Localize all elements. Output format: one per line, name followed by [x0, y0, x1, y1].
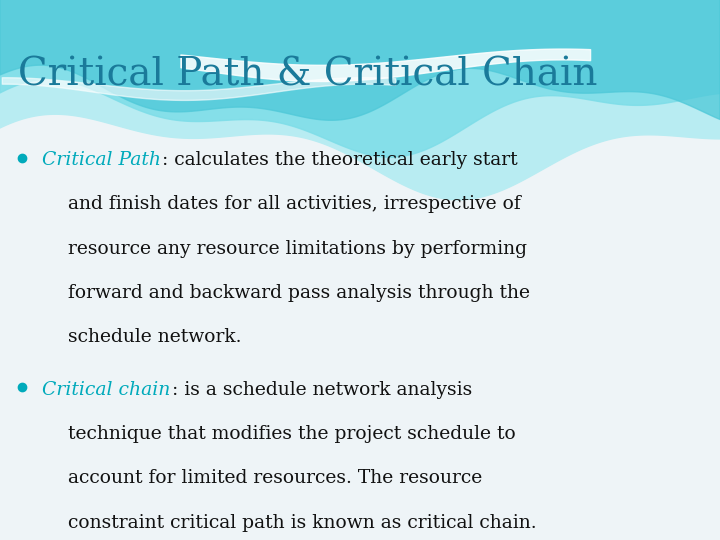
Text: technique that modifies the project schedule to: technique that modifies the project sche…	[68, 425, 516, 443]
Text: Critical Path: Critical Path	[42, 151, 161, 169]
Text: : is a schedule network analysis: : is a schedule network analysis	[171, 381, 472, 399]
Text: and finish dates for all activities, irrespective of: and finish dates for all activities, irr…	[68, 195, 521, 213]
Text: resource any resource limitations by performing: resource any resource limitations by per…	[68, 240, 527, 258]
Text: Critical chain: Critical chain	[42, 381, 170, 399]
Text: Critical Path & Critical Chain: Critical Path & Critical Chain	[18, 57, 598, 94]
Text: schedule network.: schedule network.	[68, 328, 242, 346]
Text: : calculates the theoretical early start: : calculates the theoretical early start	[162, 151, 518, 169]
Text: forward and backward pass analysis through the: forward and backward pass analysis throu…	[68, 284, 531, 302]
Text: account for limited resources. The resource: account for limited resources. The resou…	[68, 469, 482, 487]
Text: constraint critical path is known as critical chain.: constraint critical path is known as cri…	[68, 514, 537, 531]
